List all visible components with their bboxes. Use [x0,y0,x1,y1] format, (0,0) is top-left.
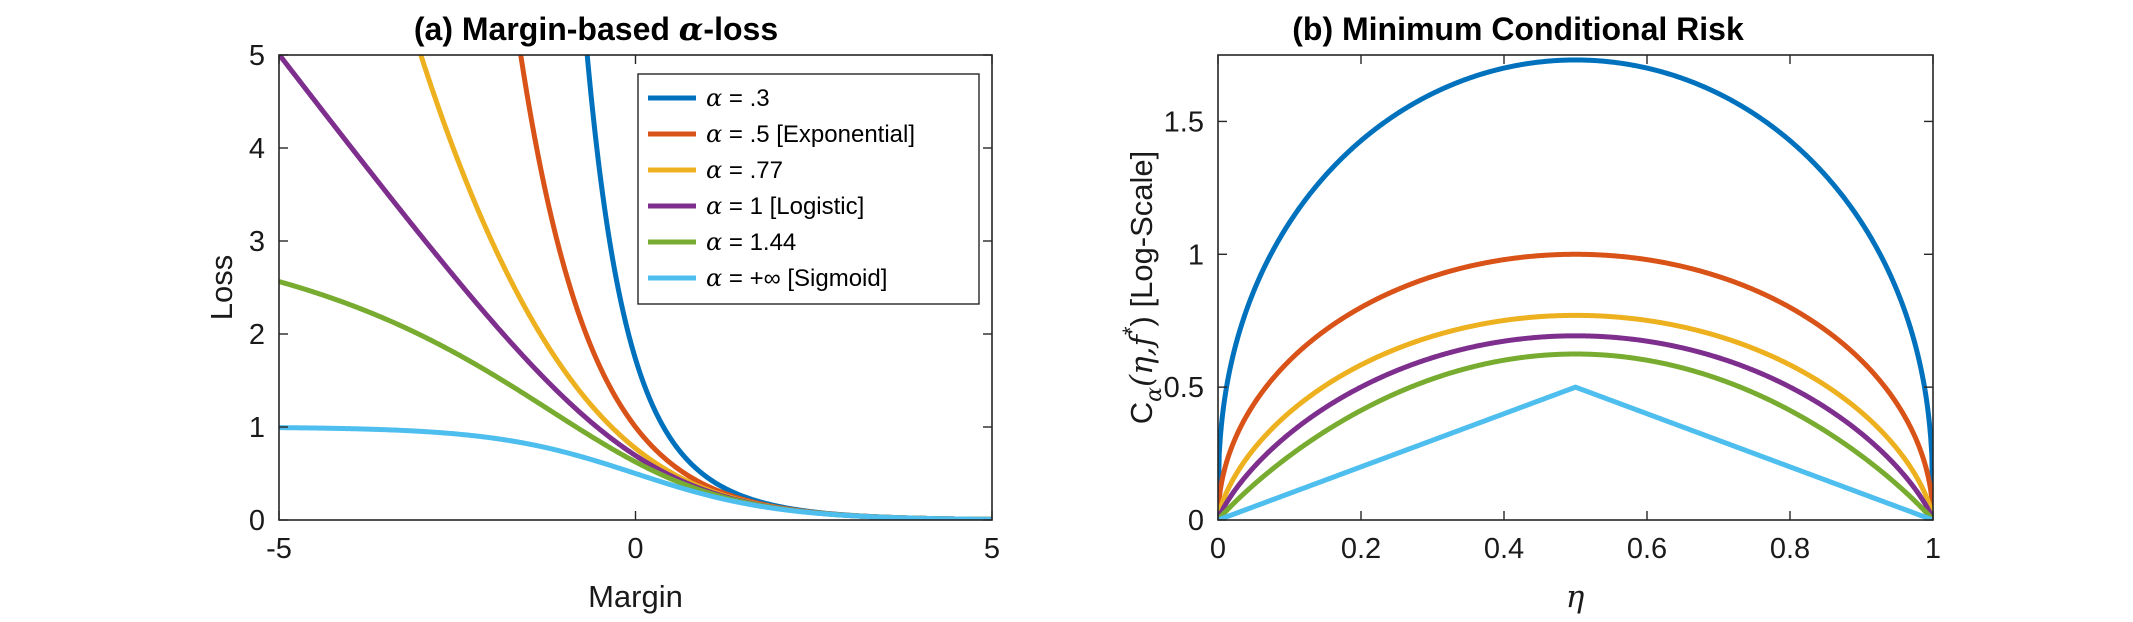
panel-b-xtick-label: 0 [1210,533,1226,565]
panel-b-ytick-label: 0.5 [1164,372,1204,404]
panel-a-ylabel: Loss [204,255,239,320]
panel-a-series-group [279,55,992,520]
panel-b-axes-frame [1217,54,1934,521]
panel-b-series-77 [1218,312,1933,520]
panel-b-min-conditional-risk: (b) Minimum Conditional Risk 0 0.2 0.4 0.6 0… [1118,11,1941,615]
panel-b-series-group [1218,57,1933,520]
svg-text:Cα(η,f*) [Log-Scale]: Cα(η,f*) [Log-Scale] [1118,151,1167,425]
panel-b-xlabel: η [1566,579,1585,615]
panel-b-ytick-label: 0 [1188,505,1204,537]
panel-b-series-1-44 [1218,351,1933,520]
panel-a-series-sigmoid [279,425,992,520]
panel-b-ticks: 0 0.2 0.4 0.6 0.8 1 0 0.5 1 1.5 [1164,55,1941,565]
legend: α = .3 α = .5 [Exponential] α = .77 α = 1 [… [637,73,980,305]
panel-b-xtick-label: 0.2 [1341,533,1381,565]
panel-a-ytick-label: 4 [249,133,265,165]
panel-b-series-sigmoid [1218,384,1933,520]
panel-b-xtick-label: 1 [1925,533,1941,565]
legend-label-5-exponential: α = .5 [Exponential] [706,120,915,148]
panel-a-ytick-label: 3 [249,226,265,258]
panel-b-xtick-label: 0.4 [1484,533,1524,565]
panel-b-xtick-label: 0.8 [1770,533,1810,565]
panel-b-series-3 [1218,57,1933,520]
legend-items: α = .3 α = .5 [Exponential] α = .77 α = 1 [… [648,84,915,292]
panel-a-xtick-label: 5 [984,533,1000,565]
panel-a-xlabel: Margin [588,579,683,614]
panel-b-ytick-label: 1 [1188,239,1204,271]
legend-label-sigmoid: α = +∞ [Sigmoid] [706,264,887,292]
legend-label-1-logistic: α = 1 [Logistic] [706,192,864,220]
legend-label-1-44: α = 1.44 [706,228,796,256]
panel-b-series-5-exponential [1218,251,1933,520]
panel-a-ytick-label: 5 [249,40,265,72]
panel-b-plot-area [1218,55,1933,520]
legend-label-77: α = .77 [706,156,783,184]
panel-b-series-1-logistic [1218,333,1933,520]
panel-a-ytick-label: 1 [249,412,265,444]
legend-box [637,73,980,305]
panel-b-ylabel: Cα(η,f*) [Log-Scale] [1118,151,1167,425]
legend-label-3: α = .3 [706,84,770,112]
panel-b-ytick-label: 1.5 [1164,106,1204,138]
panel-b-title: (b) Minimum Conditional Risk [1292,11,1744,47]
panel-a-ytick-label: 2 [249,319,265,351]
panel-a-xtick-label: -5 [266,533,292,565]
panel-a-xtick-label: 0 [627,533,643,565]
panel-a-ytick-label: 0 [249,505,265,537]
panel-b-xtick-label: 0.6 [1627,533,1667,565]
panel-a-title: (a) Margin-based α-loss [414,10,778,48]
